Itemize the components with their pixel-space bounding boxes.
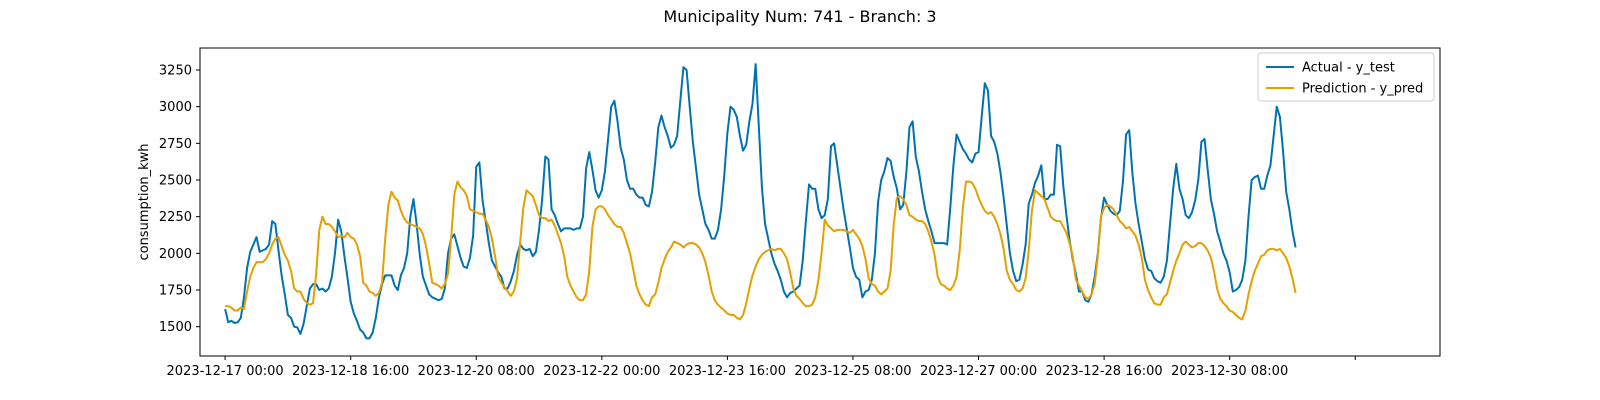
y-tick-label: 2500 xyxy=(159,174,192,189)
series-lines xyxy=(224,63,1297,340)
x-tick-label: 2023-12-17 00:00 xyxy=(167,364,284,379)
y-tick-label: 2750 xyxy=(159,137,192,152)
legend-box xyxy=(1257,52,1435,102)
legend-label: Actual - y_test xyxy=(1302,61,1395,76)
x-tick-label: 2023-12-18 16:00 xyxy=(292,364,409,379)
plot-frame xyxy=(199,47,1441,357)
y-tick-label: 1500 xyxy=(159,320,192,335)
y-tick-label: 3000 xyxy=(159,100,192,115)
x-axis: 2023-12-17 00:00 2023-12-18 16:00 2023-12-… xyxy=(167,356,1356,379)
x-tick-label: 2023-12-27 00:00 xyxy=(920,364,1037,379)
y-axis: 1500 1750 2000 2250 2500 2750 3000 3250 xyxy=(159,64,200,335)
x-tick-label: 2023-12-22 00:00 xyxy=(543,364,660,379)
y-tick-label: 3250 xyxy=(159,64,192,79)
y-tick-label: 2000 xyxy=(159,247,192,262)
y-tick-label: 1750 xyxy=(159,284,192,299)
series-line-prediction xyxy=(225,180,1297,321)
x-tick-label: 2023-12-28 16:00 xyxy=(1046,364,1163,379)
legend-label: Prediction - y_pred xyxy=(1302,82,1423,97)
x-tick-label: 2023-12-30 08:00 xyxy=(1171,364,1288,379)
x-tick-label: 2023-12-20 08:00 xyxy=(418,364,535,379)
x-tick-label: 2023-12-25 08:00 xyxy=(794,364,911,379)
y-axis-label: consumption_kwh xyxy=(137,143,152,260)
chart-title: Municipality Num: 741 - Branch: 3 xyxy=(663,7,936,26)
y-tick-label: 2250 xyxy=(159,210,192,225)
x-tick-label: 2023-12-23 16:00 xyxy=(669,364,786,379)
legend: Actual - y_test Prediction - y_pred xyxy=(1257,52,1435,102)
plot-area xyxy=(200,48,1440,356)
